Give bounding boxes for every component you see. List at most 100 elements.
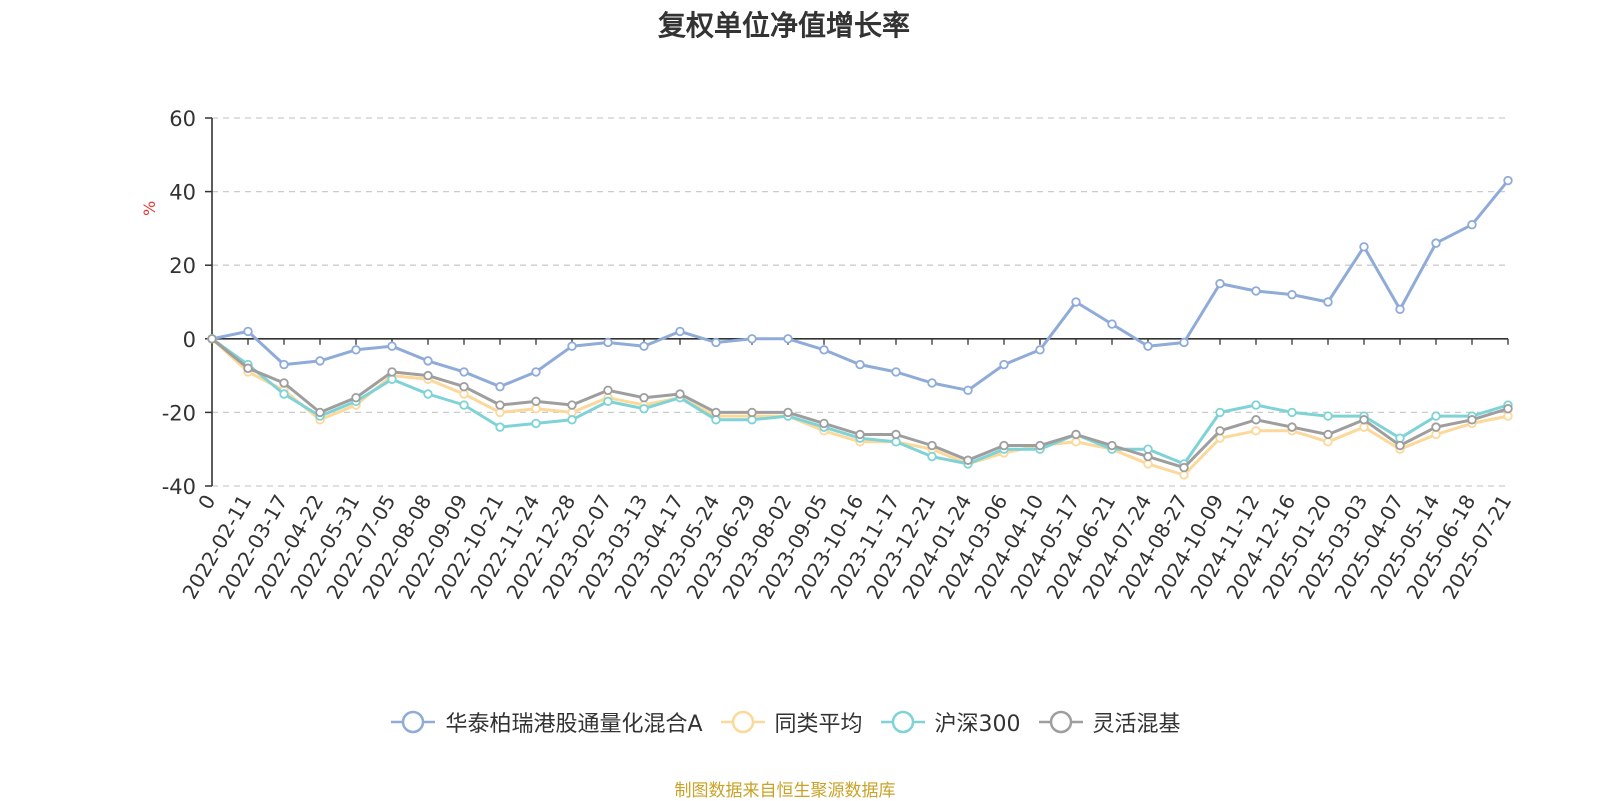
data-point — [567, 407, 577, 418]
data-point — [495, 422, 505, 432]
data-point — [891, 429, 901, 440]
data-point — [459, 381, 469, 392]
data-point — [675, 389, 685, 399]
data-point — [1431, 429, 1441, 440]
data-point — [1179, 337, 1189, 348]
data-point — [243, 326, 253, 337]
legend-label: 同类平均 — [774, 712, 863, 737]
data-point — [1287, 289, 1297, 300]
data-point — [1359, 415, 1369, 425]
legend-item[interactable]: 灵活混基 — [1037, 706, 1181, 738]
data-point — [351, 392, 361, 403]
y-tick-label: 60 — [169, 107, 196, 131]
data-point — [315, 407, 325, 418]
data-point — [495, 400, 505, 410]
data-point — [1503, 175, 1513, 186]
data-point — [927, 378, 937, 388]
data-point — [603, 337, 613, 348]
legend-item[interactable]: 华泰柏瑞港股通量化混合A — [389, 706, 703, 738]
data-point — [387, 341, 397, 351]
data-point — [1179, 470, 1189, 480]
data-point — [855, 429, 865, 440]
data-point — [855, 359, 865, 370]
data-point — [387, 374, 397, 384]
data-point — [747, 407, 757, 418]
data-point — [603, 385, 613, 396]
data-point — [1359, 422, 1369, 432]
data-point — [1467, 415, 1477, 425]
data-point — [711, 415, 721, 425]
data-point — [1503, 411, 1513, 421]
data-point — [1179, 462, 1189, 473]
data-point — [1287, 422, 1297, 432]
axis-labels: 6040200-20-40%02022-02-112022-03-172022-… — [140, 107, 1516, 603]
data-point — [531, 367, 541, 377]
data-point — [963, 385, 973, 396]
data-point — [819, 418, 829, 429]
data-point — [1035, 345, 1045, 355]
data-point — [1251, 400, 1261, 410]
legend-line-circle-icon — [880, 710, 925, 734]
data-point — [207, 334, 217, 344]
data-point — [1251, 286, 1261, 296]
data-point — [459, 400, 469, 410]
data-point — [531, 418, 541, 429]
source-note: 制图数据来自恒生聚源数据库 — [674, 781, 896, 801]
data-point — [1071, 297, 1081, 307]
data-point — [711, 337, 721, 348]
data-point — [567, 415, 577, 425]
data-point — [531, 396, 541, 407]
data-point — [423, 356, 433, 366]
series-lines — [207, 175, 1513, 480]
data-point — [1503, 404, 1513, 414]
data-point — [315, 356, 325, 366]
data-point — [423, 389, 433, 399]
legend-line-circle-icon — [720, 710, 765, 734]
data-point — [963, 455, 973, 465]
axes — [205, 117, 1509, 487]
data-point — [891, 437, 901, 447]
data-point — [1251, 415, 1261, 425]
data-point — [1107, 440, 1117, 451]
data-point — [1395, 440, 1405, 451]
data-point — [639, 404, 649, 414]
data-point — [459, 367, 469, 377]
data-point — [1323, 437, 1333, 447]
data-point — [783, 334, 793, 344]
data-point — [927, 451, 937, 462]
y-tick-label: 0 — [183, 328, 196, 352]
series-line-3 — [210, 337, 1510, 470]
legend-line-circle-icon — [1038, 710, 1083, 734]
data-point — [675, 326, 685, 337]
data-point — [1467, 220, 1477, 230]
data-point — [1323, 429, 1333, 440]
data-point — [1359, 242, 1369, 252]
data-point — [495, 381, 505, 392]
data-point — [1143, 341, 1153, 351]
data-point — [495, 407, 505, 418]
legend-item[interactable]: 同类平均 — [719, 706, 863, 738]
data-point — [351, 345, 361, 355]
data-point — [1215, 278, 1225, 289]
legend-item[interactable]: 沪深300 — [879, 706, 1021, 738]
chart-title: 复权单位净值增长率 — [657, 9, 910, 42]
data-point — [279, 378, 289, 388]
y-tick-label: 40 — [169, 181, 196, 205]
data-point — [531, 404, 541, 414]
data-point — [927, 440, 937, 451]
data-point — [603, 396, 613, 407]
data-point — [423, 370, 433, 381]
data-point — [999, 440, 1009, 451]
legend-label: 华泰柏瑞港股通量化混合A — [445, 712, 703, 737]
legend-label: 灵活混基 — [1092, 712, 1181, 737]
data-point — [891, 367, 901, 377]
y-axis-label: % — [140, 201, 159, 216]
data-point — [567, 400, 577, 410]
data-point — [711, 407, 721, 418]
data-point — [1431, 411, 1441, 421]
data-point — [1071, 437, 1081, 447]
legend-line-circle-icon — [391, 710, 436, 734]
data-point — [387, 367, 397, 377]
data-point — [1035, 440, 1045, 451]
data-point — [243, 363, 253, 373]
